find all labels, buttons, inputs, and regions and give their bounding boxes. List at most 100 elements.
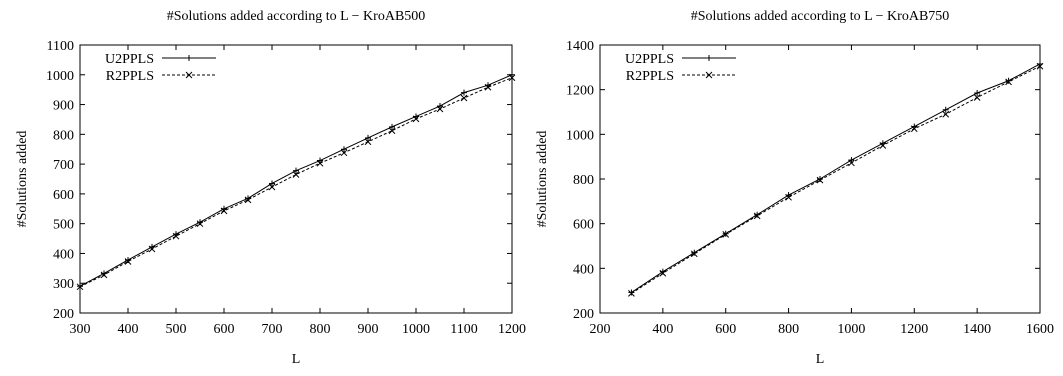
data-point [340, 149, 348, 157]
y-tick-label: 600 [53, 188, 74, 203]
legend-label: R2PPLS [106, 69, 154, 84]
y-tick-label: 1200 [566, 84, 594, 99]
x-tick-label: 1000 [837, 322, 865, 337]
x-tick-label: 800 [310, 322, 331, 337]
data-point [196, 220, 204, 228]
x-tick-label: 500 [166, 322, 187, 337]
data-point [508, 74, 516, 82]
series-line-r2ppls [631, 65, 1041, 294]
data-point [942, 110, 950, 118]
data-point [220, 207, 228, 215]
x-tick-label: 400 [652, 322, 673, 337]
data-point [389, 123, 395, 130]
x-axis-label: L [816, 352, 825, 367]
y-tick-label: 200 [573, 307, 594, 322]
y-tick-label: 1100 [47, 39, 74, 54]
data-point [268, 183, 276, 191]
x-tick-label: 1600 [1026, 322, 1054, 337]
chart-title: #Solutions added according to L − KroAB7… [691, 9, 950, 24]
y-tick-label: 900 [53, 99, 74, 114]
x-tick-label: 800 [778, 322, 799, 337]
y-tick-label: 600 [573, 218, 594, 233]
data-point [484, 83, 492, 91]
data-point [754, 211, 761, 218]
legend-label: R2PPLS [626, 69, 674, 84]
data-point [1036, 62, 1044, 70]
chart-kroab750-svg: #Solutions added according to L − KroAB7… [535, 9, 1054, 367]
legend-label: U2PPLS [105, 52, 154, 67]
data-point [910, 125, 918, 133]
chart-kroab750: #Solutions added according to L − KroAB7… [531, 0, 1062, 371]
series-line-u2ppls [79, 74, 513, 287]
x-tick-label: 1200 [498, 322, 526, 337]
y-tick-label: 300 [53, 277, 74, 292]
x-axis-label: L [292, 352, 301, 367]
legend-marker [705, 71, 713, 79]
series-line-r2ppls [79, 77, 513, 288]
x-tick-label: 200 [590, 322, 611, 337]
series-line-u2ppls [631, 63, 1041, 293]
plot-frame [79, 44, 513, 314]
data-point [172, 232, 180, 240]
data-point [437, 103, 443, 110]
data-point [628, 289, 635, 297]
data-point [1005, 78, 1012, 86]
legend-marker [185, 71, 193, 79]
data-point [436, 105, 444, 113]
data-point [690, 250, 698, 258]
y-axis-label: #Solutions added [535, 131, 550, 228]
x-tick-label: 1000 [402, 322, 430, 337]
data-point [292, 171, 300, 178]
x-tick-label: 600 [715, 322, 736, 337]
chart-kroab500-svg: #Solutions added according to L − KroAB5… [15, 9, 526, 367]
x-tick-label: 700 [262, 322, 283, 337]
data-point [509, 71, 515, 78]
data-point [785, 193, 792, 201]
data-point [879, 142, 887, 149]
data-point [244, 196, 252, 204]
data-point [100, 271, 108, 279]
chart-title: #Solutions added according to L − KroAB5… [167, 9, 426, 24]
x-tick-label: 300 [70, 322, 91, 337]
data-point [848, 159, 855, 167]
data-point [461, 89, 467, 96]
chart-kroab500: #Solutions added according to L − KroAB5… [0, 0, 531, 371]
data-point [76, 283, 84, 291]
data-point [460, 94, 468, 102]
x-tick-label: 900 [358, 322, 379, 337]
legend-label: U2PPLS [625, 52, 674, 67]
x-tick-label: 1200 [900, 322, 928, 337]
legend-marker [186, 55, 192, 61]
data-point [269, 180, 275, 187]
data-point [942, 106, 949, 113]
y-tick-label: 800 [53, 128, 74, 143]
x-tick-label: 1400 [963, 322, 991, 337]
y-tick-label: 500 [53, 218, 74, 233]
data-point [973, 94, 981, 101]
data-point [365, 134, 371, 141]
y-tick-label: 400 [573, 262, 594, 277]
x-tick-label: 600 [214, 322, 235, 337]
data-point [848, 157, 855, 164]
data-point [341, 146, 347, 153]
y-tick-label: 1000 [566, 128, 594, 143]
y-tick-label: 400 [53, 247, 74, 262]
data-point [412, 115, 420, 123]
y-axis-label: #Solutions added [15, 131, 30, 228]
y-tick-label: 1000 [46, 69, 74, 84]
x-tick-label: 1100 [450, 322, 477, 337]
y-tick-label: 800 [573, 173, 594, 188]
data-point [816, 176, 824, 184]
data-point [388, 127, 396, 135]
y-tick-label: 700 [53, 158, 74, 173]
x-tick-label: 400 [118, 322, 139, 337]
data-point [316, 159, 324, 167]
data-point [293, 167, 299, 174]
y-tick-label: 200 [53, 307, 74, 322]
data-point [753, 212, 761, 220]
data-point [722, 231, 730, 238]
data-point [148, 245, 156, 253]
legend-marker [706, 55, 712, 61]
data-point [364, 138, 372, 146]
y-tick-label: 1400 [566, 39, 594, 54]
